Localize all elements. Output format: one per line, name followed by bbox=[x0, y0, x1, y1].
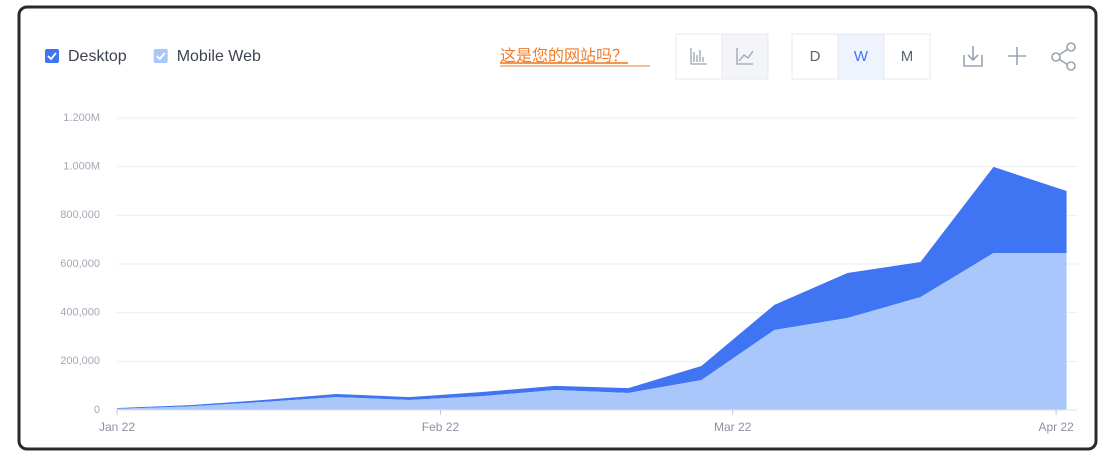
area bbox=[117, 253, 1067, 410]
granularity-label: D bbox=[810, 48, 821, 65]
y-tick-label: 800,000 bbox=[60, 209, 100, 221]
bar-icon bbox=[690, 48, 707, 65]
area bbox=[117, 166, 1067, 409]
legend: Desktop Mobile Web bbox=[45, 48, 261, 65]
legend-checkbox bbox=[153, 49, 168, 63]
granularity-button[interactable] bbox=[791, 33, 839, 80]
granularity-button[interactable] bbox=[837, 33, 885, 80]
legend-check bbox=[156, 52, 166, 61]
add-icon[interactable] bbox=[1008, 47, 1026, 65]
actions bbox=[963, 42, 1076, 71]
granularity-button[interactable] bbox=[883, 33, 931, 80]
download-icon[interactable] bbox=[963, 46, 983, 67]
share-icon[interactable] bbox=[1066, 61, 1076, 71]
line-chart-button[interactable] bbox=[721, 33, 769, 80]
legend-label: Mobile Web bbox=[177, 48, 261, 65]
bar-chart-button[interactable] bbox=[675, 33, 723, 80]
granularity-label: M bbox=[901, 48, 914, 65]
line-icon bbox=[736, 48, 754, 65]
granularity-label: W bbox=[854, 48, 869, 65]
y-tick-label: 200,000 bbox=[60, 355, 100, 367]
legend-label: Desktop bbox=[68, 48, 127, 65]
x-tick-label: Apr 22 bbox=[1038, 420, 1074, 434]
y-tick-label: 1.200M bbox=[63, 112, 100, 124]
share-icon[interactable] bbox=[1051, 52, 1061, 62]
y-tick-label: 0 bbox=[94, 404, 100, 416]
plot: 0 200,000 400,000 600,000 800,000 1.000M 1.200… bbox=[60, 112, 1077, 434]
y-tick-label: 1.000M bbox=[63, 161, 100, 173]
x-tick-label: Feb 22 bbox=[422, 420, 460, 434]
y-tick-label: 600,000 bbox=[60, 258, 100, 270]
share-icon bbox=[1058, 48, 1069, 66]
legend-check bbox=[47, 52, 57, 61]
site-link[interactable]: 这是您的网站吗？ bbox=[500, 47, 628, 65]
chart-icons bbox=[690, 48, 754, 65]
share-icon[interactable] bbox=[1066, 42, 1076, 52]
legend-checkbox bbox=[45, 49, 59, 63]
y-tick-label: 400,000 bbox=[60, 307, 100, 319]
x-tick-label: Jan 22 bbox=[99, 420, 135, 434]
x-tick-label: Mar 22 bbox=[714, 420, 752, 434]
